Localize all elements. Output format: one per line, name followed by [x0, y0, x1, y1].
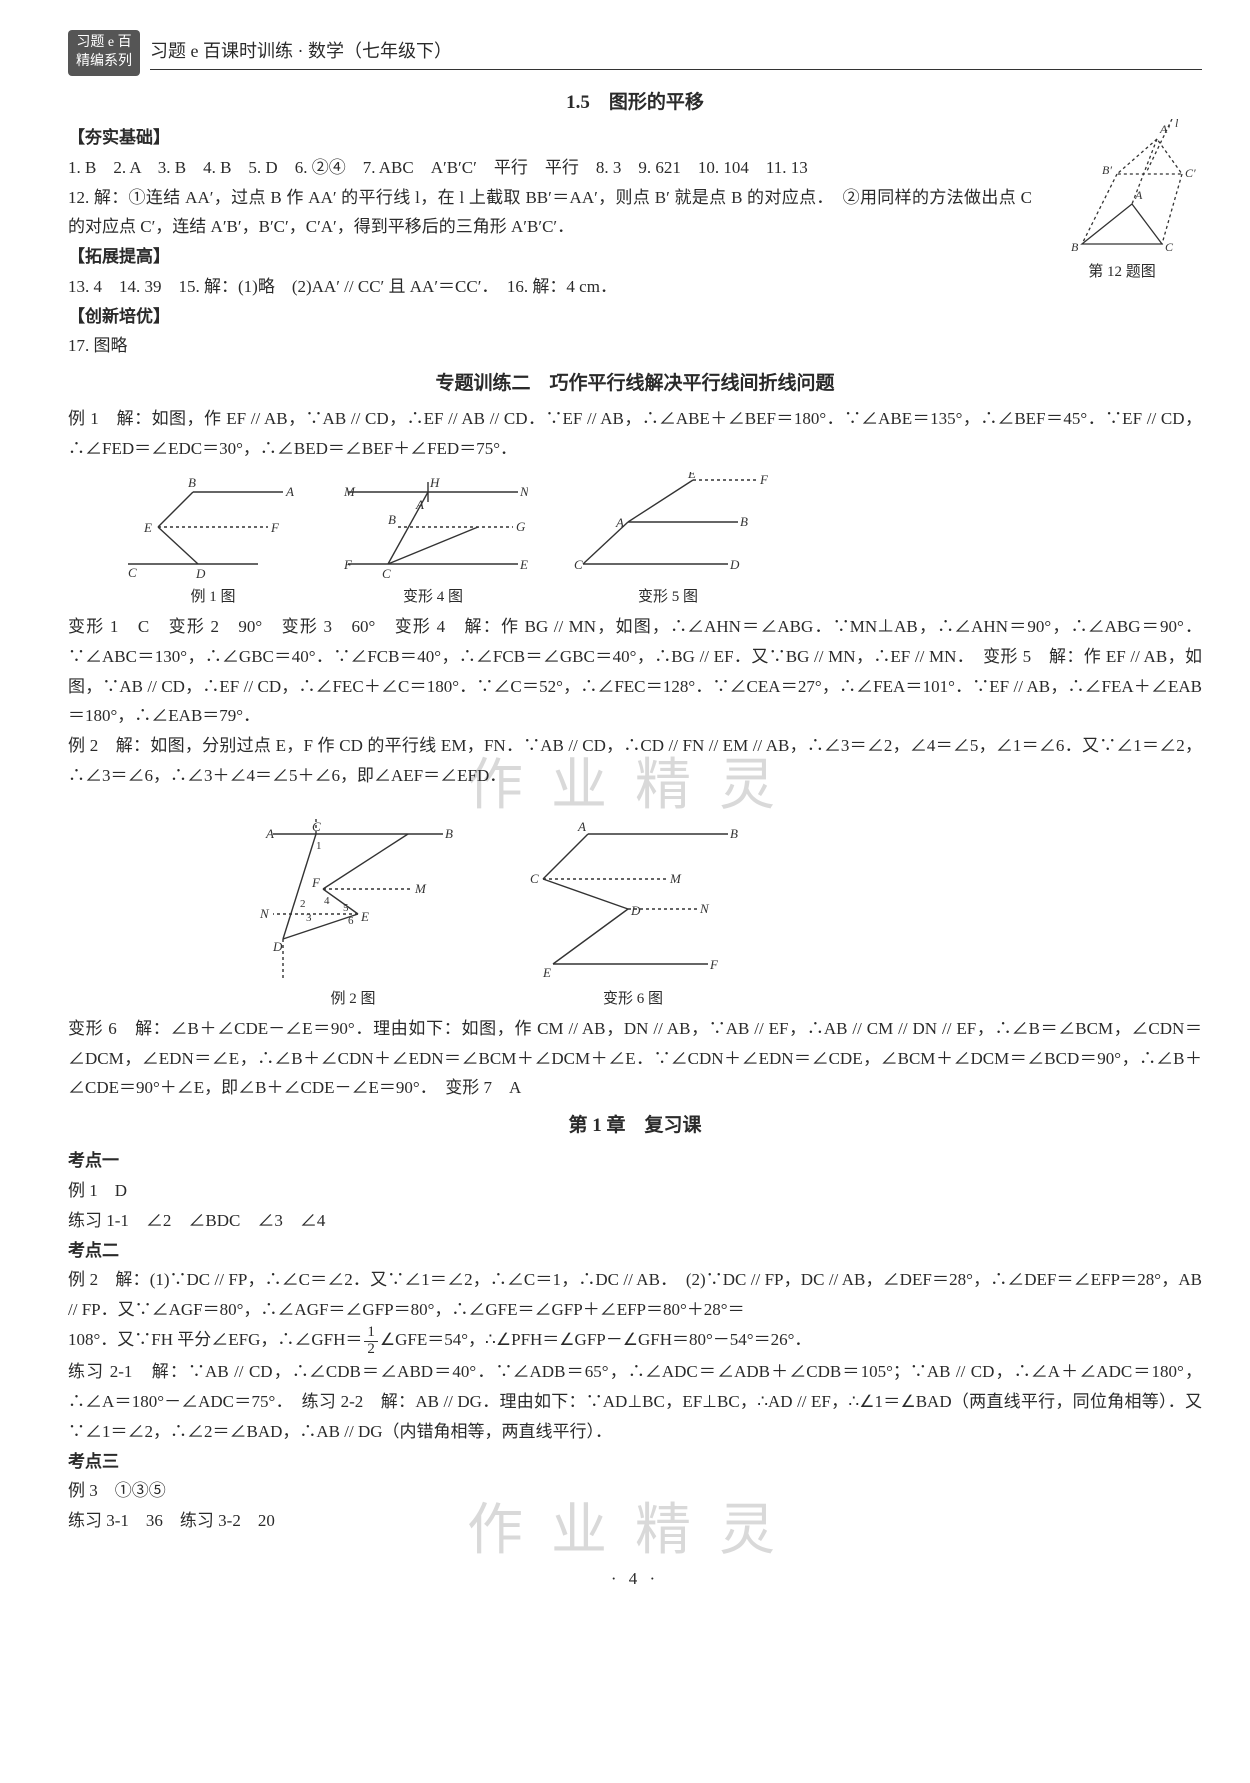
svg-text:E: E — [360, 909, 369, 924]
svg-text:E: E — [519, 557, 528, 572]
chap1-ex2a: 例 2 解：(1)∵DC // FP，∴∠C＝∠2．又∵∠1＝∠2，∴∠C＝1，… — [68, 1265, 1202, 1325]
figure-b4: M H N B G F C E A 变形 4 图 — [338, 472, 528, 610]
figure-b6: A B C M D N E F 变形 6 图 — [518, 819, 748, 1012]
svg-text:l: l — [1175, 119, 1179, 130]
svg-text:A: A — [265, 826, 274, 841]
svg-text:B′: B′ — [1102, 163, 1112, 177]
figure-b4-caption: 变形 4 图 — [338, 584, 528, 610]
chap1-ex3: 例 3 ①③⑤ — [68, 1476, 1202, 1506]
svg-text:N: N — [699, 901, 710, 916]
svg-text:F: F — [343, 557, 353, 572]
svg-text:A: A — [615, 515, 624, 530]
svg-text:G: G — [516, 519, 526, 534]
svg-text:M: M — [343, 484, 356, 499]
section-title-topic2: 专题训练二 巧作平行线解决平行线间折线问题 — [68, 367, 1202, 400]
svg-text:M: M — [414, 881, 427, 896]
kp1-label: 考点一 — [68, 1146, 1202, 1176]
answer-17: 17. 图略 — [68, 331, 1202, 361]
answer-12: 12. 解：①连结 AA′，过点 B 作 AA′ 的平行线 l，在 l 上截取 … — [68, 183, 1202, 243]
page-number: · 4 · — [68, 1564, 1202, 1594]
svg-text:N: N — [259, 906, 270, 921]
kp3-label: 考点三 — [68, 1447, 1202, 1477]
svg-text:A′: A′ — [1159, 122, 1170, 136]
svg-text:B: B — [445, 826, 453, 841]
figure-b6-caption: 变形 6 图 — [518, 986, 748, 1012]
svg-text:B: B — [388, 512, 396, 527]
series-line1: 习题 e 百 — [76, 34, 132, 53]
svg-text:B: B — [730, 826, 738, 841]
svg-text:C: C — [128, 565, 137, 580]
label-ext: 【拓展提高】 — [68, 242, 1202, 272]
svg-text:F: F — [311, 875, 321, 890]
svg-text:E: E — [143, 520, 152, 535]
svg-text:A: A — [285, 484, 294, 499]
header-title: 习题 e 百课时训练 · 数学（七年级下） — [150, 36, 1202, 71]
svg-text:B: B — [1071, 240, 1079, 254]
topic2-ex1: 例 1 解：如图，作 EF // AB，∵AB // CD，∴EF // AB … — [68, 404, 1202, 464]
section-title-chap1: 第 1 章 复习课 — [68, 1109, 1202, 1142]
svg-text:E: E — [542, 965, 551, 980]
figure-q12-caption: 第 12 题图 — [1042, 259, 1202, 285]
svg-text:C: C — [530, 871, 539, 886]
chap1-ex1: 例 1 D — [68, 1176, 1202, 1206]
svg-text:D: D — [195, 566, 206, 581]
chap1-p1-1: 练习 1-1 ∠2 ∠BDC ∠3 ∠4 — [68, 1206, 1202, 1236]
frac-den: 2 — [364, 1342, 378, 1358]
figure-b5: E F A B C D 变形 5 图 — [568, 472, 768, 610]
series-tag: 习题 e 百 精编系列 — [68, 30, 140, 76]
diagram-row-2: ACB FM NE D 12 34 56 例 2 图 — [248, 819, 1202, 1012]
page-header: 习题 e 百 精编系列 习题 e 百课时训练 · 数学（七年级下） — [68, 30, 1202, 76]
svg-text:3: 3 — [306, 912, 312, 924]
section-title-1-5: 1.5 图形的平移 — [68, 86, 1202, 119]
svg-text:F: F — [709, 957, 719, 972]
svg-text:D: D — [729, 557, 740, 572]
figure-b5-caption: 变形 5 图 — [568, 584, 768, 610]
svg-text:D: D — [630, 903, 641, 918]
chap1-p3: 练习 3-1 36 练习 3-2 20 — [68, 1506, 1202, 1536]
svg-text:A: A — [415, 497, 424, 512]
topic2-variants-1-5: 变形 1 C 变形 2 90° 变形 3 60° 变形 4 解：作 BG // … — [68, 612, 1202, 731]
svg-text:C: C — [382, 566, 391, 581]
figure-q12: l A′ B′ C′ A B C 第 12 题图 — [1042, 119, 1202, 285]
svg-text:C′: C′ — [1185, 166, 1196, 180]
label-basic: 【夯实基础】 — [68, 123, 1202, 153]
svg-text:F: F — [270, 520, 280, 535]
topic2-ex2: 例 2 解：如图，分别过点 E，F 作 CD 的平行线 EM，FN．∵AB //… — [68, 731, 1202, 791]
answers-13-16: 13. 4 14. 39 15. 解：(1)略 (2)AA′ // CC′ 且 … — [68, 272, 1202, 302]
figure-ex2-caption: 例 2 图 — [248, 986, 458, 1012]
svg-text:C: C — [1165, 240, 1174, 254]
frac-num: 1 — [364, 1325, 378, 1342]
svg-text:E: E — [687, 472, 696, 481]
svg-text:B: B — [740, 514, 748, 529]
svg-text:N: N — [519, 484, 528, 499]
svg-text:4: 4 — [324, 895, 330, 907]
figure-ex1-caption: 例 1 图 — [128, 584, 298, 610]
svg-text:A: A — [1134, 188, 1143, 202]
svg-text:5: 5 — [343, 902, 349, 914]
fraction-half: 12 — [364, 1325, 378, 1358]
svg-text:C: C — [574, 557, 583, 572]
svg-text:F: F — [759, 472, 768, 487]
diagram-row-1: B A E F C D 例 1 图 M H N B G F C E A 变形 4 图 — [128, 472, 1202, 610]
svg-text:H: H — [429, 475, 440, 490]
figure-ex2: ACB FM NE D 12 34 56 例 2 图 — [248, 819, 458, 1012]
svg-text:B: B — [188, 475, 196, 490]
kp2-label: 考点二 — [68, 1236, 1202, 1266]
figure-ex1: B A E F C D 例 1 图 — [128, 472, 298, 610]
topic2-b6-b7: 变形 6 解：∠B＋∠CDE－∠E＝90°．理由如下：如图，作 CM // AB… — [68, 1014, 1202, 1103]
chap1-ex2b-pre: 108°．又∵FH 平分∠EFG，∴∠GFH＝ — [68, 1330, 362, 1349]
svg-text:M: M — [669, 871, 682, 886]
answers-1-11: 1. B 2. A 3. B 4. B 5. D 6. ②④ 7. ABC A′… — [68, 153, 1202, 183]
svg-text:D: D — [272, 939, 283, 954]
svg-text:1: 1 — [316, 840, 322, 852]
svg-text:2: 2 — [300, 898, 306, 910]
label-inno: 【创新培优】 — [68, 302, 1202, 332]
series-line2: 精编系列 — [76, 53, 132, 72]
chap1-p2: 练习 2-1 解：∵AB // CD，∴∠CDB＝∠ABD＝40°．∵∠ADB＝… — [68, 1357, 1202, 1446]
chap1-ex2b-post: ∠GFE＝54°，∴∠PFH＝∠GFP－∠GFH＝80°－54°＝26°． — [380, 1330, 811, 1349]
svg-text:C: C — [312, 819, 321, 834]
svg-text:6: 6 — [348, 915, 354, 927]
svg-text:A: A — [577, 819, 586, 834]
chap1-ex2b: 108°．又∵FH 平分∠EFG，∴∠GFH＝12∠GFE＝54°，∴∠PFH＝… — [68, 1325, 1202, 1358]
